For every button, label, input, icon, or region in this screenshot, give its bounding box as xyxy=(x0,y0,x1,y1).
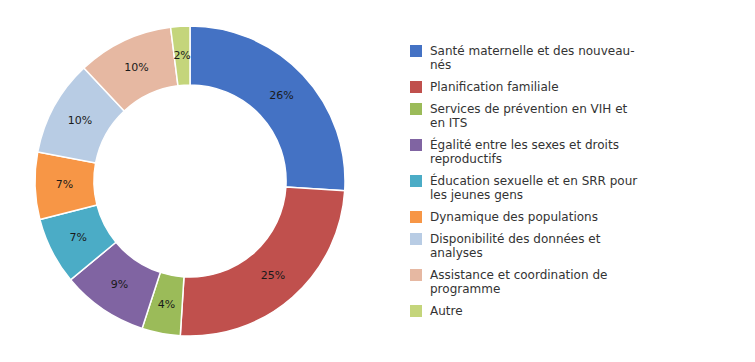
slice xyxy=(171,26,190,86)
legend-swatch xyxy=(410,233,422,245)
slice xyxy=(190,26,345,191)
chart-container: 26% 25% 4% 9% 7% 7% 10% 10% 2% Santé maternelle e… xyxy=(0,0,755,362)
legend-swatch xyxy=(410,175,422,187)
chart-svg: 26% 25% 4% 9% 7% 7% 10% 10% 2% Santé maternelle e… xyxy=(0,0,755,362)
data-labels: 26% 25% 4% 9% 7% 7% 10% 10% 2% xyxy=(56,49,294,311)
legend-label: Services de prévention en VIH eten ITS xyxy=(430,102,628,130)
data-label: 9% xyxy=(111,278,128,291)
legend-label: Assistance et coordination deprogramme xyxy=(430,268,607,296)
legend-swatch xyxy=(410,45,422,57)
legend-label: Autre xyxy=(430,304,463,318)
legend-label: Éducation sexuelle et en SRR pourles jeu… xyxy=(430,173,637,202)
legend-label: Égalité entre les sexes et droitsreprodu… xyxy=(430,137,619,166)
legend-label: Disponibilité des données etanalyses xyxy=(430,232,601,260)
data-label: 4% xyxy=(158,298,175,311)
data-label: 7% xyxy=(69,231,86,244)
data-label: 26% xyxy=(269,89,293,102)
data-label: 2% xyxy=(173,49,190,62)
legend-label: Dynamique des populations xyxy=(430,210,598,224)
data-label: 7% xyxy=(56,178,73,191)
data-label: 10% xyxy=(124,61,148,74)
legend-label: Santé maternelle et des nouveau-nés xyxy=(430,44,634,72)
legend-label: Planification familiale xyxy=(430,80,559,94)
legend-swatch xyxy=(410,269,422,281)
legend: Santé maternelle et des nouveau-nés Plani… xyxy=(410,44,637,318)
data-label: 25% xyxy=(261,269,285,282)
slice xyxy=(180,187,344,336)
slice xyxy=(84,27,178,111)
slices xyxy=(35,26,345,336)
legend-swatch xyxy=(410,139,422,151)
data-label: 10% xyxy=(68,114,92,127)
legend-swatch xyxy=(410,103,422,115)
legend-swatch xyxy=(410,211,422,223)
legend-swatch xyxy=(410,81,422,93)
legend-swatch xyxy=(410,305,422,317)
